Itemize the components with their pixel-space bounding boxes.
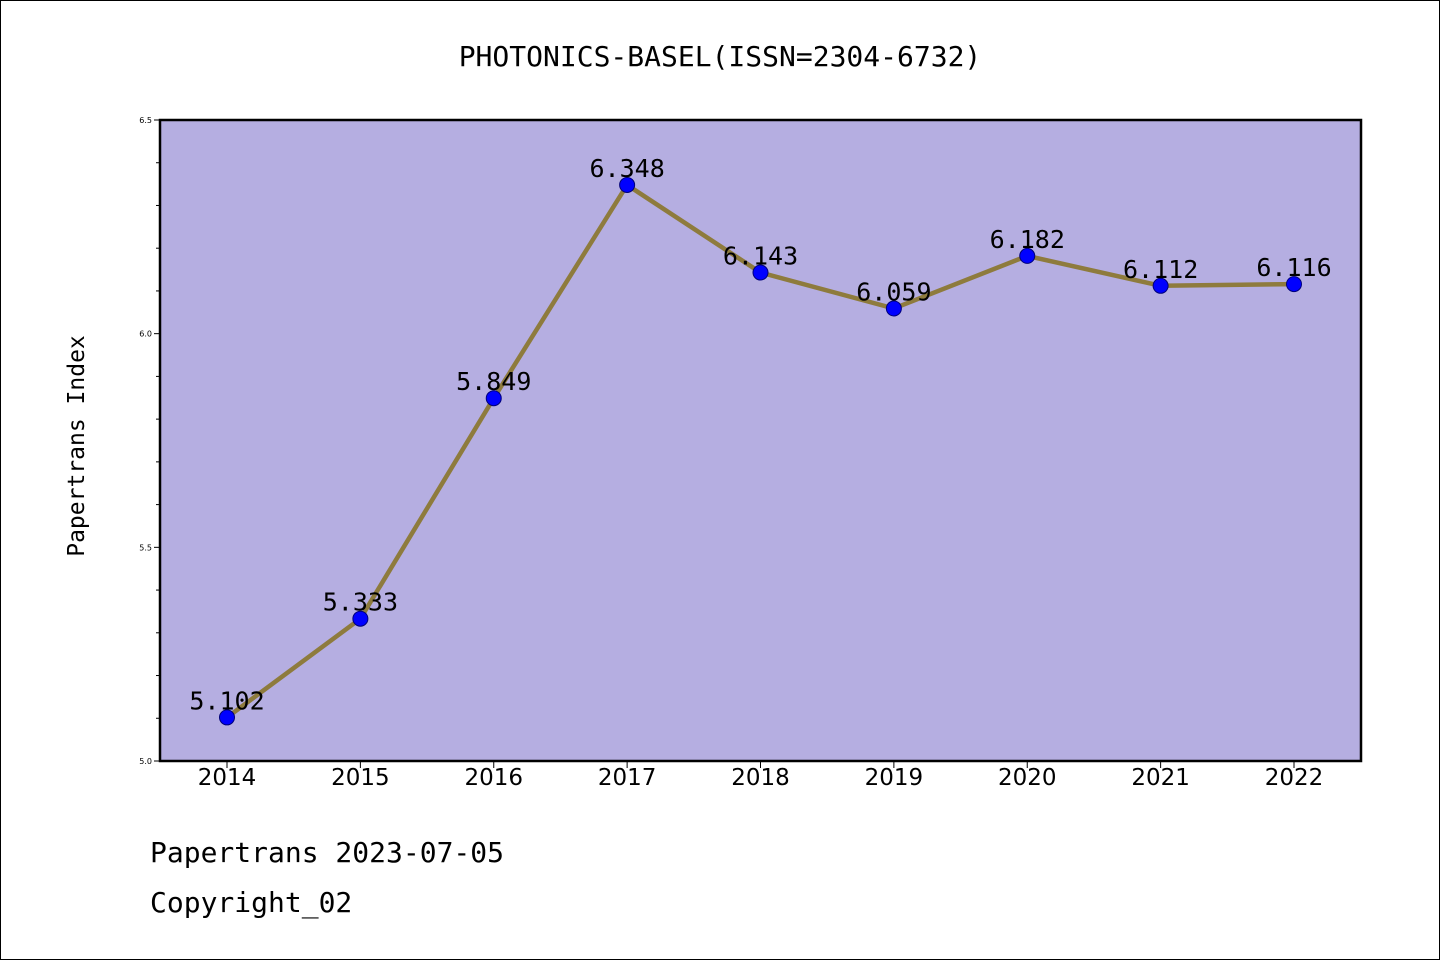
data-label: 6.143 <box>723 242 798 271</box>
data-point <box>752 264 769 281</box>
y-tick-label: 5.5 <box>139 543 152 552</box>
data-point <box>619 176 636 193</box>
x-tick-label: 2022 <box>1265 765 1324 791</box>
y-tick-label: 6.0 <box>139 330 152 339</box>
data-label: 5.849 <box>456 367 531 396</box>
footer-copyright: Copyright_02 <box>150 886 353 919</box>
x-tick-label: 2020 <box>998 765 1057 791</box>
y-tick-label: 5.0 <box>139 757 152 766</box>
data-point <box>219 709 235 726</box>
data-label: 6.116 <box>1256 253 1331 282</box>
data-point <box>485 390 502 407</box>
plot-area <box>160 120 1361 761</box>
data-point <box>1152 277 1169 294</box>
x-tick-label: 2015 <box>331 765 390 791</box>
data-point <box>885 300 902 317</box>
y-axis-label: Papertrans Index <box>64 335 90 557</box>
x-tick-label: 2021 <box>1131 765 1190 791</box>
footer-date: Papertrans 2023-07-05 <box>150 836 505 869</box>
data-label: 6.182 <box>990 225 1065 254</box>
x-tick-label: 2016 <box>464 765 523 791</box>
data-label: 5.333 <box>323 588 398 617</box>
data-label: 6.348 <box>589 154 664 183</box>
x-tick-label: 2017 <box>598 765 657 791</box>
x-tick-label: 2019 <box>865 765 924 791</box>
data-point <box>352 610 369 627</box>
plot-border <box>158 118 1363 763</box>
x-tick-label: 2018 <box>731 765 790 791</box>
data-label: 6.059 <box>856 277 931 306</box>
x-tick-label: 2014 <box>198 765 257 791</box>
data-point <box>1019 247 1036 264</box>
data-label: 6.112 <box>1123 255 1198 284</box>
data-label: 5.102 <box>189 686 264 715</box>
y-tick-label: 6.5 <box>139 116 152 125</box>
data-point <box>1286 276 1302 293</box>
chart-title: PHOTONICS-BASEL(ISSN=2304-6732) <box>459 40 982 73</box>
